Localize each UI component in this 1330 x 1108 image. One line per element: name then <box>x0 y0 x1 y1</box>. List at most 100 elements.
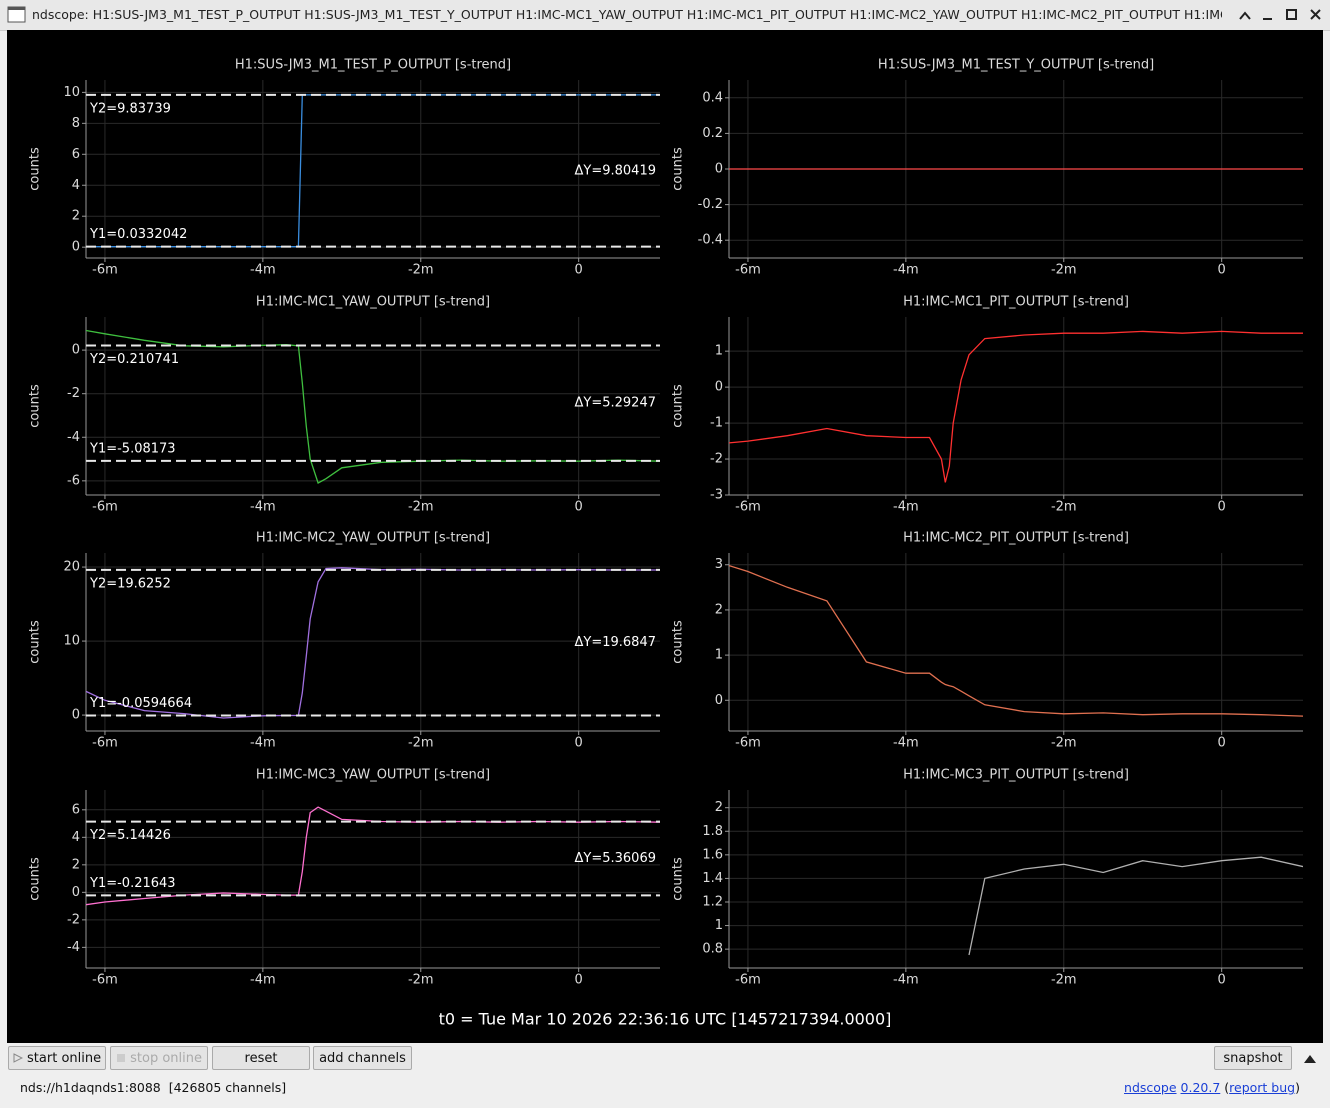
x-tick-label: -2m <box>408 263 434 278</box>
y-tick-label: -4 <box>67 430 80 445</box>
x-tick-label: -4m <box>893 263 919 278</box>
data-line <box>86 567 660 719</box>
button-label: start online <box>27 1051 102 1066</box>
y-tick-label: 0 <box>72 240 80 255</box>
version-link[interactable]: 0.20.7 <box>1180 1080 1221 1095</box>
x-tick-label: -6m <box>735 263 761 278</box>
y-tick-label: -2 <box>67 912 80 927</box>
cursor-label: Y2=0.210741 <box>89 352 179 367</box>
plot-title: H1:IMC-MC2_PIT_OUTPUT [s-trend] <box>903 531 1129 546</box>
x-tick-label: -4m <box>893 736 919 751</box>
y-tick-label: 2 <box>72 857 80 872</box>
x-tick-label: -4m <box>250 263 276 278</box>
cursor-label: Y2=9.83739 <box>89 101 171 116</box>
x-tick-label: 0 <box>575 263 583 278</box>
x-tick-label: -2m <box>1051 263 1077 278</box>
x-tick-label: -2m <box>1051 736 1077 751</box>
x-tick-label: -4m <box>893 973 919 988</box>
y-tick-label: 4 <box>72 178 80 193</box>
x-tick-label: -4m <box>893 500 919 515</box>
reset-button[interactable]: reset <box>212 1046 310 1070</box>
x-tick-label: -6m <box>735 973 761 988</box>
data-line <box>729 564 1303 717</box>
paren: ) <box>1295 1080 1300 1095</box>
y-tick-label: 0.8 <box>702 942 723 957</box>
start-online-button[interactable]: start online <box>8 1046 106 1070</box>
y-axis-label: counts <box>671 857 686 901</box>
y-tick-label: 10 <box>63 634 80 649</box>
add-channels-button[interactable]: add channels <box>313 1046 412 1070</box>
y-tick-label: 1.2 <box>702 894 723 909</box>
delta-label: ΔY=9.80419 <box>575 163 657 178</box>
x-tick-label: -6m <box>92 263 118 278</box>
button-label: stop online <box>130 1051 202 1066</box>
y-tick-label: -2 <box>710 452 723 467</box>
delta-label: ΔY=5.36069 <box>575 851 657 866</box>
y-tick-label: 3 <box>715 557 723 572</box>
x-tick-label: -2m <box>408 736 434 751</box>
t0-label: t0 = Tue Mar 10 2026 22:36:16 UTC [14572… <box>439 1010 892 1029</box>
y-tick-label: 1.8 <box>702 824 723 839</box>
y-tick-label: 10 <box>63 85 80 100</box>
y-tick-label: 0 <box>72 885 80 900</box>
plot-title: H1:IMC-MC1_PIT_OUTPUT [s-trend] <box>903 295 1129 310</box>
cursor-label: Y2=19.6252 <box>89 576 171 591</box>
plot-title: H1:IMC-MC2_YAW_OUTPUT [s-trend] <box>256 531 490 546</box>
window-controls[interactable] <box>1230 0 1330 30</box>
y-tick-label: -4 <box>67 940 80 955</box>
expand-arrow[interactable] <box>1302 1051 1318 1065</box>
x-tick-label: -2m <box>1051 500 1077 515</box>
x-tick-label: 0 <box>1218 263 1226 278</box>
report-bug-link[interactable]: report bug <box>1229 1080 1296 1095</box>
y-tick-label: 4 <box>72 830 80 845</box>
window-title: ndscope: H1:SUS-JM3_M1_TEST_P_OUTPUT H1:… <box>32 7 1222 22</box>
y-tick-label: -0.4 <box>698 233 723 248</box>
app-link[interactable]: ndscope <box>1124 1080 1177 1095</box>
plot-background <box>7 30 1323 1043</box>
y-tick-label: 8 <box>72 116 80 131</box>
y-tick-label: -1 <box>710 416 723 431</box>
delta-label: ΔY=19.6847 <box>575 635 657 650</box>
x-tick-label: -2m <box>408 500 434 515</box>
y-tick-label: 0 <box>72 708 80 723</box>
y-tick-label: 2 <box>72 209 80 224</box>
plot-title: H1:IMC-MC1_YAW_OUTPUT [s-trend] <box>256 295 490 310</box>
y-tick-label: 1 <box>715 648 723 663</box>
x-tick-label: -2m <box>1051 973 1077 988</box>
data-line <box>729 330 1303 483</box>
plot-area: t0 = Tue Mar 10 2026 22:36:16 UTC [14572… <box>7 30 1323 1043</box>
cursor-label: Y1=0.0332042 <box>89 227 187 242</box>
x-tick-label: -4m <box>250 973 276 988</box>
plot-title: H1:IMC-MC3_PIT_OUTPUT [s-trend] <box>903 768 1129 783</box>
plot-title: H1:IMC-MC3_YAW_OUTPUT [s-trend] <box>256 768 490 783</box>
delta-label: ΔY=5.29247 <box>575 396 657 411</box>
y-tick-label: -3 <box>710 488 723 503</box>
y-tick-label: 2 <box>715 800 723 815</box>
x-tick-label: 0 <box>575 736 583 751</box>
y-tick-label: -0.2 <box>698 197 723 212</box>
cursor-label: Y1=-0.21643 <box>89 876 176 891</box>
y-tick-label: -6 <box>67 473 80 488</box>
x-tick-label: 0 <box>575 500 583 515</box>
x-tick-label: -6m <box>92 973 118 988</box>
play-icon <box>13 1053 24 1063</box>
stop-online-button: stop online <box>110 1046 208 1070</box>
x-tick-label: 0 <box>1218 500 1226 515</box>
y-tick-label: 0 <box>715 162 723 177</box>
data-line <box>86 329 660 484</box>
data-line <box>86 806 660 906</box>
y-axis-label: counts <box>28 620 43 664</box>
y-tick-label: 0.2 <box>702 126 723 141</box>
cursor-label: Y1=-0.0594664 <box>89 696 192 711</box>
cursor-label: Y2=5.14426 <box>89 828 171 843</box>
y-axis-label: counts <box>671 384 686 428</box>
app-icon <box>7 6 26 23</box>
y-tick-label: 0 <box>72 343 80 358</box>
x-tick-label: -6m <box>92 500 118 515</box>
x-tick-label: -6m <box>92 736 118 751</box>
snapshot-button[interactable]: snapshot <box>1214 1046 1292 1070</box>
version-info: ndscope 0.20.7 (report bug) <box>1124 1080 1300 1095</box>
y-axis-label: counts <box>671 147 686 191</box>
paren: ( <box>1224 1080 1230 1095</box>
